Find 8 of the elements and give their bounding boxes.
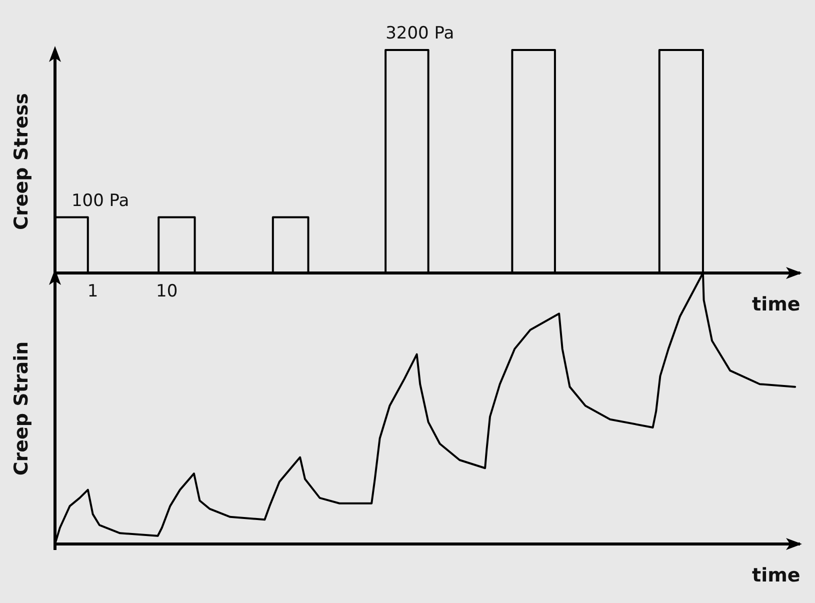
x-tick-label: 10 [156, 282, 178, 302]
y-axis-title: Creep Strain [10, 341, 32, 476]
y-axis-title: Creep Stress [10, 93, 32, 230]
annotation: 100 Pa [71, 190, 130, 211]
x-tick-label: 1 [87, 282, 98, 302]
annotation: 3200 Pa [386, 24, 454, 44]
x-axis-title: time [752, 564, 800, 586]
x-axis-title: time [752, 294, 800, 316]
